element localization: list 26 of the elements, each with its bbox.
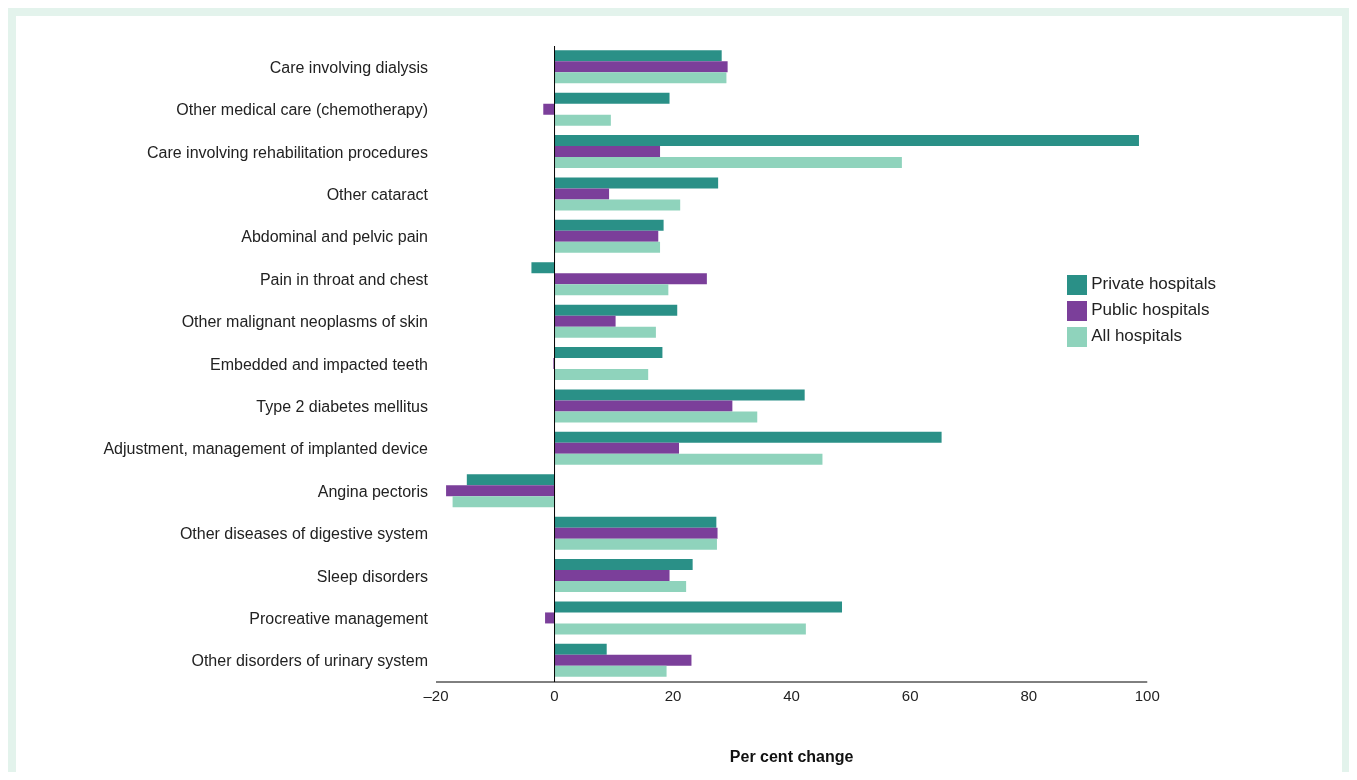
legend-label: Public hospitals — [1091, 300, 1210, 319]
y-tick-label: Care involving dialysis — [269, 58, 428, 76]
y-tick-label: Adjustment, management of implanted device — [103, 440, 429, 458]
y-tick-label: Other diseases of digestive system — [179, 525, 428, 543]
y-tick-label: Angina pectoris — [317, 482, 428, 500]
y-tick-label: Other cataract — [326, 186, 429, 204]
y-tick-label: Other malignant neoplasms of skin — [181, 313, 428, 331]
y-tick-label: Care involving rehabilitation procedures — [146, 143, 428, 161]
x-tick-label: 80 — [1020, 686, 1038, 704]
x-tick-label: 100 — [1134, 686, 1160, 704]
y-tick-label: Embedded and impacted teeth — [210, 355, 428, 373]
y-tick-label: Other disorders of urinary system — [191, 652, 428, 670]
x-axis-title: Per cent change — [729, 748, 854, 765]
y-tick-label: Procreative management — [249, 610, 429, 628]
x-tick-label: –20 — [423, 686, 449, 704]
x-tick-label: 0 — [550, 686, 559, 704]
y-tick-label: Sleep disorders — [316, 567, 428, 585]
y-tick-label: Other medical care (chemotherapy) — [176, 101, 428, 119]
legend-label: Private hospitals — [1091, 274, 1216, 293]
x-tick-label: 20 — [664, 686, 682, 704]
y-tick-label: Type 2 diabetes mellitus — [256, 398, 428, 416]
y-tick-label: Pain in throat and chest — [259, 270, 429, 288]
x-tick-label: 60 — [901, 686, 919, 704]
x-tick-label: 40 — [783, 686, 800, 704]
y-tick-label: Abdominal and pelvic pain — [241, 228, 428, 246]
legend-label: All hospitals — [1091, 326, 1182, 345]
